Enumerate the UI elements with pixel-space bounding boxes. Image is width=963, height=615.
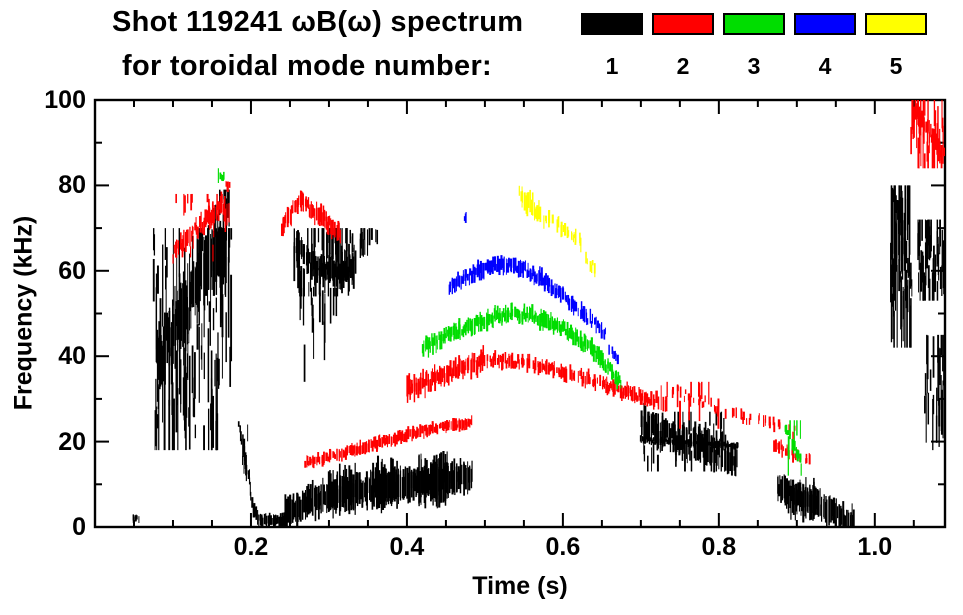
legend-number-mode-1: 1	[605, 53, 619, 79]
chart-title: Shot 119241 ωB(ω) spectrum	[112, 6, 524, 38]
x-tick-label: 0.8	[701, 533, 737, 561]
legend-number-mode-2: 2	[676, 53, 690, 79]
legend-swatch-mode-1	[581, 13, 643, 35]
legend-swatch-mode-5	[865, 13, 927, 35]
chart-subtitle: for toroidal mode number:	[122, 50, 492, 82]
legend-number-mode-4: 4	[818, 53, 832, 79]
y-tick-label: 100	[44, 86, 86, 114]
legend-swatch-mode-3	[723, 13, 785, 35]
legend-numbers: 1 2 3 4 5	[581, 53, 927, 80]
x-tick-label: 0.4	[389, 533, 425, 561]
y-tick-label: 0	[72, 513, 86, 541]
legend-swatches	[581, 13, 927, 35]
x-axis-label: Time (s)	[472, 572, 568, 600]
y-axis-label: Frequency (kHz)	[9, 215, 38, 411]
y-tick-label: 40	[58, 342, 86, 371]
legend-swatch-mode-4	[794, 13, 856, 35]
y-tick-label: 20	[58, 427, 86, 456]
legend-number-mode-3: 3	[747, 53, 761, 79]
legend-number-mode-5: 5	[889, 53, 903, 79]
y-tick-label: 80	[58, 171, 86, 200]
x-tick-label: 1.0	[857, 533, 893, 561]
y-tick-label: 60	[58, 256, 86, 285]
x-tick-label: 0.2	[233, 533, 269, 561]
legend-swatch-mode-2	[652, 13, 714, 35]
x-tick-label: 0.6	[545, 533, 581, 561]
